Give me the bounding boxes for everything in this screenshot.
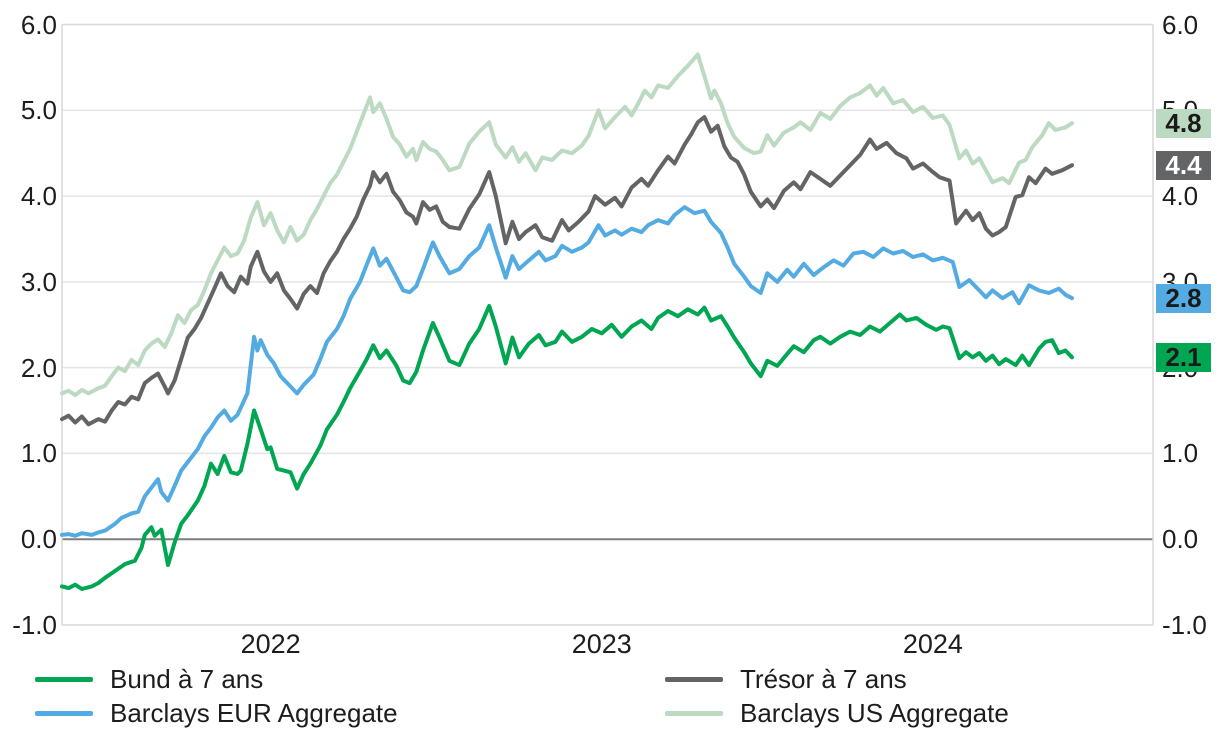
legend-swatch-barclays-us-aggregate [665, 710, 723, 716]
y-axis-label-left--1.0: -1.0 [12, 610, 57, 640]
end-value-badge-barclays-us-aggregate: 4.8 [1156, 108, 1211, 138]
legend-label-bund-a-7-ans: Bund à 7 ans [110, 663, 264, 694]
series-line-barclays-eur-aggregate [60, 205, 1074, 538]
legend-label-barclays-eur-aggregate: Barclays EUR Aggregate [110, 697, 398, 728]
y-axis-label-left-0.0: 0.0 [20, 524, 57, 555]
y-axis-label-right--1.0: -1.0 [1162, 610, 1207, 640]
legend-item-tresor-a-7-ans: Trésor à 7 ans [665, 662, 907, 696]
legend-label-tresor-a-7-ans: Trésor à 7 ans [740, 663, 907, 694]
legend-swatch-barclays-eur-aggregate [35, 710, 93, 716]
y-axis-label-left-3.0: 3.0 [20, 266, 57, 297]
y-axis-label-left-2.0: 2.0 [20, 352, 57, 383]
y-axis-label-left-5.0: 5.0 [20, 95, 57, 126]
end-value-badge-barclays-eur-aggregate: 2.8 [1156, 283, 1211, 313]
x-axis-label-2022: 2022 [240, 629, 301, 659]
end-value-badge-bund-a-7-ans: 2.1 [1156, 342, 1211, 372]
legend-item-barclays-eur-aggregate: Barclays EUR Aggregate [35, 696, 398, 730]
legend-item-bund-a-7-ans: Bund à 7 ans [35, 662, 263, 696]
y-axis-label-left-6.0: 6.0 [20, 9, 57, 40]
series-line-tresor-a-7-ans [60, 115, 1074, 427]
y-axis-label-right-1.0: 1.0 [1162, 438, 1199, 469]
y-axis-label-right-6.0: 6.0 [1162, 9, 1199, 40]
y-axis-label-right-4.0: 4.0 [1162, 181, 1199, 212]
series-line-barclays-us-aggregate [60, 52, 1074, 398]
legend-item-barclays-us-aggregate: Barclays US Aggregate [665, 696, 1009, 730]
y-axis-label-left-1.0: 1.0 [20, 438, 57, 469]
chart-legend: Bund à 7 ans Trésor à 7 ans Barclays EUR A… [0, 660, 1219, 732]
end-value-badge-tresor-a-7-ans: 4.4 [1156, 150, 1211, 180]
x-axis-label-2023: 2023 [571, 629, 632, 659]
legend-label-barclays-us-aggregate: Barclays US Aggregate [740, 697, 1009, 728]
y-axis-label-left-4.0: 4.0 [20, 181, 57, 212]
legend-swatch-tresor-a-7-ans [665, 676, 723, 682]
legend-swatch-bund-a-7-ans [35, 676, 93, 682]
series-line-bund-a-7-ans [60, 303, 1074, 591]
y-axis-label-right-0.0: 0.0 [1162, 524, 1199, 555]
x-axis-label-2024: 2024 [902, 629, 963, 659]
